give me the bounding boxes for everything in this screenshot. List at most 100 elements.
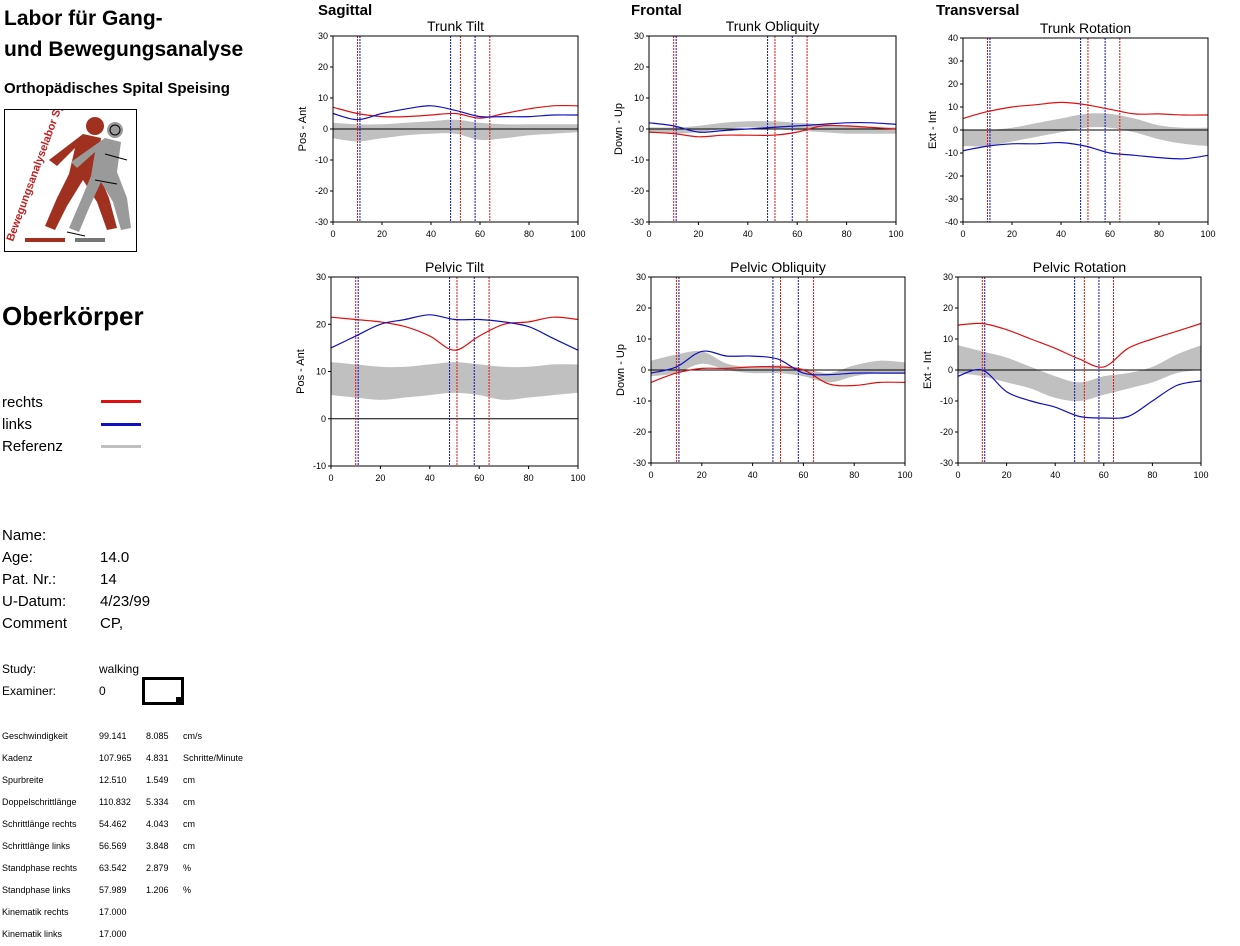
stat-unit: cm/s [183,731,202,741]
stat-mean: 57.989 [99,885,127,895]
x-tick-label: 100 [897,470,912,480]
patient-age-value: 14.0 [100,549,130,566]
examiner-value: 0 [99,684,106,698]
y-tick-label: 20 [943,303,953,313]
x-tick-label: 0 [328,473,333,483]
plane-heading-sagittal: Sagittal [318,2,373,19]
series-line-links [648,121,897,133]
y-tick-label: 0 [321,414,326,424]
x-tick-label: 80 [1154,229,1164,239]
x-tick-label: 100 [1200,229,1215,239]
stat-name: Standphase rechts [2,863,78,873]
y-tick-label: 0 [639,124,644,134]
stat-sd: 1.549 [146,775,169,785]
x-tick-label: 40 [426,229,436,239]
y-tick-label: -20 [940,427,953,437]
patient-name-label: Name: [2,527,47,544]
x-tick-label: 0 [646,229,651,239]
stat-name: Schrittlänge rechts [2,819,77,829]
stat-unit: cm [183,841,195,851]
y-axis-label: Down - Up [613,103,625,155]
stat-mean: 17.000 [99,907,127,917]
stat-sd: 1.206 [146,885,169,895]
y-tick-label: -20 [945,171,958,181]
stat-name: Kinematik rechts [2,907,69,917]
chart-title: Trunk Tilt [427,18,484,34]
x-tick-label: 60 [475,229,485,239]
y-axis-label: Ext - Int [922,351,934,389]
stat-sd: 2.879 [146,863,169,873]
y-tick-label: 10 [634,93,644,103]
x-tick-label: 0 [648,470,653,480]
y-tick-label: -10 [940,396,953,406]
legend-swatch-left [101,423,141,426]
exam-date-value: 4/23/99 [100,593,151,610]
series-line-rechts [957,322,1202,368]
patient-age-label: Age: [2,549,33,566]
x-tick-label: 60 [792,229,802,239]
chart-title: Trunk Rotation [1040,20,1131,36]
stat-sd: 8.085 [146,731,169,741]
patient-number-label: Pat. Nr.: [2,571,57,588]
stat-sd: 3.848 [146,841,169,851]
stat-unit: Schritte/Minute [183,753,244,763]
examiner-box-handle [176,697,181,702]
reference-band [963,113,1208,147]
y-tick-label: 10 [943,334,953,344]
stat-name: Spurbreite [2,775,44,785]
y-tick-label: 20 [948,79,958,89]
legend-label-left: links [2,416,33,433]
x-tick-label: 40 [425,473,435,483]
stat-unit: cm [183,819,195,829]
y-tick-label: 30 [634,31,644,41]
y-tick-label: -20 [631,186,644,196]
y-tick-label: 0 [641,365,646,375]
y-tick-label: 10 [318,93,328,103]
stat-name: Kinematik links [2,929,63,939]
y-tick-label: 30 [948,56,958,66]
series-line-rechts [650,366,906,387]
series-line-rechts [648,124,897,138]
y-tick-label: 0 [953,125,958,135]
x-tick-label: 60 [1105,229,1115,239]
x-tick-label: 0 [960,229,965,239]
x-tick-label: 60 [1099,470,1109,480]
examiner-box [142,677,184,705]
lab-title: Labor für Gang- und Bewegungsanalyse [4,3,243,65]
x-tick-label: 80 [524,229,534,239]
x-tick-label: 100 [888,229,903,239]
series-line-links [962,141,1209,160]
stat-mean: 99.141 [99,731,127,741]
x-tick-label: 80 [849,470,859,480]
x-tick-label: 40 [748,470,758,480]
x-tick-label: 20 [1007,229,1017,239]
y-tick-label: 40 [948,33,958,43]
y-tick-label: -30 [940,458,953,468]
stat-unit: cm [183,797,195,807]
chart-pelvic-rotation: -30 -20 -10 0 10 20 30 0 20 40 60 80 100 Pelvic Rotat… [922,259,1209,480]
stat-mean: 54.462 [99,819,127,829]
stat-sd: 5.334 [146,797,169,807]
y-tick-label: 30 [943,272,953,282]
study-value: walking [99,662,140,676]
section-title: Oberkörper [2,301,144,331]
y-tick-label: 20 [634,62,644,72]
chart-trunk-obliquity: -30 -20 -10 0 10 20 30 0 20 40 60 80 100 Trunk Obliqu… [613,18,904,239]
plane-heading-transversal: Transversal [936,2,1020,19]
y-axis-label: Pos - Ant [297,107,309,152]
series-line-links [650,350,905,376]
y-tick-label: -10 [631,155,644,165]
series-line-links [330,314,579,351]
stat-mean: 107.965 [99,753,132,763]
hospital-name: Orthopädisches Spital Speising [4,80,230,97]
stat-unit: % [183,863,192,873]
y-tick-label: 30 [636,272,646,282]
x-tick-label: 0 [330,229,335,239]
series-line-rechts [962,101,1209,120]
y-tick-label: -30 [631,217,644,227]
legend-label-reference: Referenz [2,438,63,455]
stat-unit: % [183,885,192,895]
series-line-rechts [330,316,579,351]
y-tick-label: -10 [313,461,326,471]
comment-value: CP, [100,615,124,632]
